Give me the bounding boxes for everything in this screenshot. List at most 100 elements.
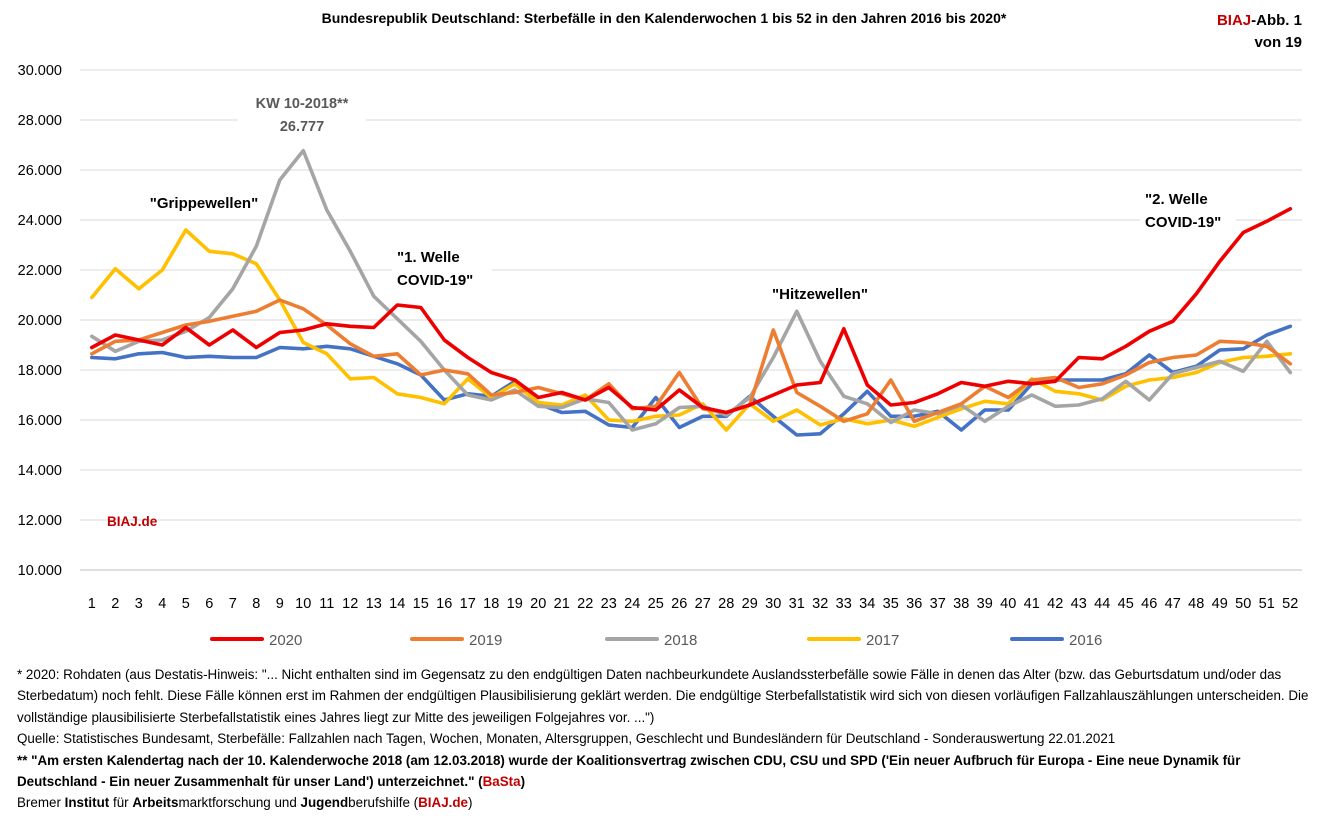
y-tick-label: 30.000 — [18, 63, 62, 79]
y-tick-label: 22.000 — [18, 263, 62, 279]
y-tick-label: 20.000 — [18, 313, 62, 329]
annotation-welle2-line2: COVID-19" — [1145, 214, 1221, 231]
x-tick-label: 44 — [1094, 596, 1110, 612]
y-tick-label: 10.000 — [18, 563, 62, 579]
x-tick-label: 42 — [1047, 596, 1063, 612]
y-tick-label: 18.000 — [18, 363, 62, 379]
x-tick-label: 40 — [1000, 596, 1016, 612]
x-tick-label: 32 — [812, 596, 828, 612]
x-tick-label: 25 — [648, 596, 664, 612]
legend-label-2017: 2017 — [866, 632, 899, 649]
credit-part: marktforschung und — [178, 795, 301, 811]
x-tick-label: 49 — [1212, 596, 1228, 612]
x-tick-label: 16 — [436, 596, 452, 612]
x-tick-label: 2 — [111, 596, 119, 612]
x-tick-label: 21 — [554, 596, 570, 612]
x-tick-label: 45 — [1118, 596, 1134, 612]
x-tick-label: 14 — [389, 596, 405, 612]
credit-part: Bremer — [17, 795, 65, 811]
y-axis-tick-labels: 10.000 12.000 14.000 16.000 18.000 20.000 22.0… — [18, 63, 62, 579]
basta-brand: BaSta — [482, 774, 521, 790]
annotation-welle1-line2: COVID-19" — [397, 272, 473, 289]
annotation-background — [238, 94, 366, 138]
line-chart: 10.000 12.000 14.000 16.000 18.000 20.000 22.0… — [18, 63, 1302, 649]
x-tick-label: 7 — [229, 596, 237, 612]
annotation-hitzewellen: "Hitzewellen" — [772, 286, 868, 303]
x-tick-label: 19 — [507, 596, 523, 612]
footnote-koalitionsvertrag-text: ** "Am ersten Kalendertag nach der 10. K… — [17, 752, 1241, 790]
legend-label-2016: 2016 — [1069, 632, 1102, 649]
x-tick-label: 31 — [789, 596, 805, 612]
x-tick-label: 24 — [624, 596, 640, 612]
footnote-close-paren: ) — [520, 774, 526, 790]
x-tick-label: 48 — [1188, 596, 1204, 612]
y-tick-label: 26.000 — [18, 163, 62, 179]
credit-part: ) — [468, 795, 473, 811]
y-tick-label: 14.000 — [18, 463, 62, 479]
credit-part: für — [109, 795, 133, 811]
x-tick-label: 47 — [1165, 596, 1181, 612]
badge-figure-number: -Abb. 1 — [1251, 12, 1302, 29]
x-tick-label: 12 — [342, 596, 358, 612]
annotation-welle1-line1: "1. Welle — [397, 249, 460, 266]
x-tick-label: 3 — [135, 596, 143, 612]
series-lines — [90, 148, 1293, 437]
annotation-welle2-line1: "2. Welle — [1145, 191, 1208, 208]
x-tick-label: 35 — [883, 596, 899, 612]
x-tick-label: 5 — [182, 596, 190, 612]
figure-badge: BIAJ-Abb. 1 von 19 — [1217, 10, 1302, 54]
x-tick-label: 17 — [460, 596, 476, 612]
x-tick-label: 27 — [695, 596, 711, 612]
legend-label-2018: 2018 — [664, 632, 697, 649]
x-axis-tick-labels: 1 2 3 4 5 6 7 8 9 10 11 12 13 14 15 16 17 18 19 20 21 22 23 24 2… — [88, 596, 1299, 612]
x-tick-label: 36 — [906, 596, 922, 612]
series-line-2019 — [90, 298, 1293, 424]
footnote-koalitionsvertrag: ** "Am ersten Kalendertag nach der 10. K… — [17, 750, 1317, 793]
x-tick-label: 41 — [1024, 596, 1040, 612]
chart-title: Bundesrepublik Deutschland: Sterbefälle … — [321, 10, 1007, 26]
x-tick-label: 39 — [977, 596, 993, 612]
x-tick-label: 1 — [88, 596, 96, 612]
credit-bold: Jugend — [300, 795, 349, 811]
x-tick-label: 9 — [276, 596, 284, 612]
x-tick-label: 38 — [953, 596, 969, 612]
x-tick-label: 26 — [671, 596, 687, 612]
footnote-source: Quelle: Statistisches Bundesamt, Sterbef… — [17, 731, 1116, 747]
x-tick-label: 22 — [577, 596, 593, 612]
credit-bold: Arbeits — [132, 795, 179, 811]
series-line-2020 — [90, 207, 1293, 415]
annotation-grippewellen: "Grippewellen" — [150, 195, 258, 212]
x-tick-label: 28 — [718, 596, 734, 612]
y-tick-label: 12.000 — [18, 513, 62, 529]
y-tick-label: 16.000 — [18, 413, 62, 429]
x-tick-label: 23 — [601, 596, 617, 612]
x-tick-label: 20 — [530, 596, 546, 612]
y-tick-label: 28.000 — [18, 113, 62, 129]
annotation-background — [392, 243, 492, 291]
legend: 2020 2019 2018 2017 2016 — [210, 632, 1102, 649]
x-tick-label: 50 — [1235, 596, 1251, 612]
series-line-2018 — [90, 148, 1293, 432]
x-tick-label: 6 — [205, 596, 213, 612]
x-tick-label: 10 — [295, 596, 311, 612]
annotation-kw10-value: 26.777 — [280, 119, 324, 135]
x-tick-label: 13 — [366, 596, 382, 612]
x-tick-label: 37 — [930, 596, 946, 612]
x-tick-label: 51 — [1259, 596, 1275, 612]
y-tick-label: 24.000 — [18, 213, 62, 229]
annotation-background — [1140, 186, 1236, 234]
x-tick-label: 46 — [1141, 596, 1157, 612]
x-tick-label: 4 — [158, 596, 166, 612]
badge-of-total: von 19 — [1254, 34, 1302, 51]
x-tick-label: 30 — [765, 596, 781, 612]
series-line-2017 — [90, 228, 1293, 432]
x-tick-label: 8 — [252, 596, 260, 612]
credit-brand: BIAJ.de — [418, 795, 468, 811]
credit-part: berufshilfe ( — [348, 795, 419, 811]
x-tick-label: 29 — [742, 596, 758, 612]
x-tick-label: 33 — [836, 596, 852, 612]
badge-brand: BIAJ — [1216, 12, 1252, 29]
legend-label-2019: 2019 — [469, 632, 502, 649]
x-tick-label: 52 — [1282, 596, 1298, 612]
x-tick-label: 15 — [413, 596, 429, 612]
